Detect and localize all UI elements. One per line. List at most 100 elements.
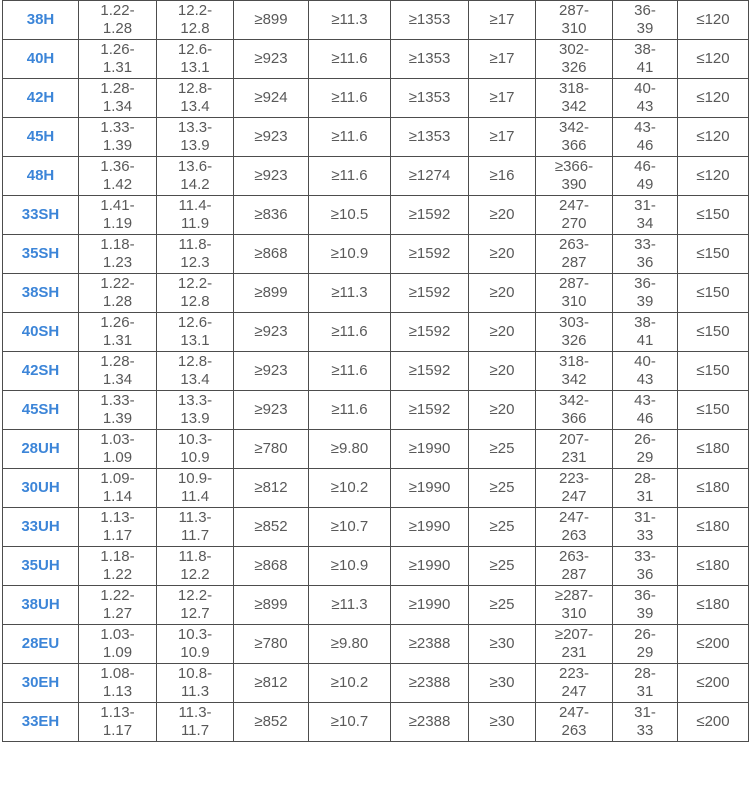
value-cell: ≤120 <box>677 39 749 79</box>
value-cell: ≥20 <box>468 351 536 391</box>
value-cell: ≤120 <box>677 156 749 196</box>
value-cell: ≤150 <box>677 273 749 313</box>
value-cell: 1.26- 1.31 <box>78 312 157 352</box>
grade-link[interactable]: 42H <box>2 78 79 118</box>
value-cell: ≥1990 <box>390 468 469 508</box>
value-cell: ≥11.6 <box>308 312 391 352</box>
value-cell: ≥923 <box>233 117 309 157</box>
value-cell: 10.9- 11.4 <box>156 468 234 508</box>
grade-link[interactable]: 28EU <box>2 624 79 664</box>
magnet-grades-table-body: 38H 1.22- 1.28 12.2- 12.8 ≥899 ≥11.3 ≥1353 ≥17… <box>2 0 749 742</box>
value-cell: 287- 310 <box>535 273 613 313</box>
value-cell: 46- 49 <box>612 156 678 196</box>
value-cell: ≥20 <box>468 195 536 235</box>
value-cell: ≥1990 <box>390 429 469 469</box>
grade-link[interactable]: 45SH <box>2 390 79 430</box>
table-row: 33EH 1.13- 1.17 11.3- 11.7 ≥852 ≥10.7 ≥2388 ≥3… <box>2 702 749 742</box>
value-cell: 13.3- 13.9 <box>156 390 234 430</box>
value-cell: 12.8- 13.4 <box>156 351 234 391</box>
value-cell: ≥923 <box>233 312 309 352</box>
value-cell: 28- 31 <box>612 663 678 703</box>
table-row: 42H 1.28- 1.34 12.8- 13.4 ≥924 ≥11.6 ≥1353 ≥17… <box>2 78 749 118</box>
value-cell: 247- 270 <box>535 195 613 235</box>
table-row: 45H 1.33- 1.39 13.3- 13.9 ≥923 ≥11.6 ≥1353 ≥17… <box>2 117 749 157</box>
value-cell: 342- 366 <box>535 117 613 157</box>
grade-link[interactable]: 35SH <box>2 234 79 274</box>
value-cell: ≥11.6 <box>308 390 391 430</box>
value-cell: 207- 231 <box>535 429 613 469</box>
value-cell: 263- 287 <box>535 546 613 586</box>
grade-link[interactable]: 40H <box>2 39 79 79</box>
grade-link[interactable]: 45H <box>2 117 79 157</box>
value-cell: ≥923 <box>233 390 309 430</box>
value-cell: ≥2388 <box>390 663 469 703</box>
value-cell: ≥812 <box>233 468 309 508</box>
value-cell: 1.41- 1.19 <box>78 195 157 235</box>
value-cell: ≥868 <box>233 234 309 274</box>
value-cell: ≥1990 <box>390 585 469 625</box>
value-cell: 1.28- 1.34 <box>78 351 157 391</box>
value-cell: ≥1274 <box>390 156 469 196</box>
value-cell: ≥11.3 <box>308 585 391 625</box>
value-cell: ≥812 <box>233 663 309 703</box>
value-cell: ≥780 <box>233 429 309 469</box>
grade-link[interactable]: 38H <box>2 0 79 40</box>
value-cell: ≥1592 <box>390 390 469 430</box>
value-cell: ≥17 <box>468 39 536 79</box>
value-cell: 26- 29 <box>612 429 678 469</box>
value-cell: ≥11.3 <box>308 273 391 313</box>
grade-link[interactable]: 35UH <box>2 546 79 586</box>
grade-link[interactable]: 48H <box>2 156 79 196</box>
value-cell: ≥923 <box>233 351 309 391</box>
table-row: 28UH 1.03- 1.09 10.3- 10.9 ≥780 ≥9.80 ≥1990 ≥2… <box>2 429 749 469</box>
value-cell: 1.18- 1.23 <box>78 234 157 274</box>
table-row: 30EH 1.08- 1.13 10.8- 11.3 ≥812 ≥10.2 ≥2388 ≥3… <box>2 663 749 703</box>
value-cell: 40- 43 <box>612 78 678 118</box>
value-cell: ≥366- 390 <box>535 156 613 196</box>
value-cell: 247- 263 <box>535 702 613 742</box>
value-cell: ≥1353 <box>390 0 469 40</box>
table-row: 35UH 1.18- 1.22 11.8- 12.2 ≥868 ≥10.9 ≥1990 ≥2… <box>2 546 749 586</box>
value-cell: 1.36- 1.42 <box>78 156 157 196</box>
value-cell: ≤120 <box>677 0 749 40</box>
value-cell: ≥924 <box>233 78 309 118</box>
grade-link[interactable]: 38UH <box>2 585 79 625</box>
value-cell: 303- 326 <box>535 312 613 352</box>
table-row: 48H 1.36- 1.42 13.6- 14.2 ≥923 ≥11.6 ≥1274 ≥16… <box>2 156 749 196</box>
value-cell: 38- 41 <box>612 312 678 352</box>
value-cell: ≥9.80 <box>308 624 391 664</box>
grade-link[interactable]: 33EH <box>2 702 79 742</box>
value-cell: ≥899 <box>233 585 309 625</box>
value-cell: 1.28- 1.34 <box>78 78 157 118</box>
value-cell: 1.03- 1.09 <box>78 624 157 664</box>
value-cell: 1.03- 1.09 <box>78 429 157 469</box>
grade-link[interactable]: 28UH <box>2 429 79 469</box>
value-cell: 1.22- 1.28 <box>78 273 157 313</box>
value-cell: ≥25 <box>468 429 536 469</box>
value-cell: ≥899 <box>233 0 309 40</box>
value-cell: 1.22- 1.28 <box>78 0 157 40</box>
value-cell: 1.09- 1.14 <box>78 468 157 508</box>
value-cell: ≥17 <box>468 117 536 157</box>
value-cell: ≥207- 231 <box>535 624 613 664</box>
value-cell: 13.6- 14.2 <box>156 156 234 196</box>
value-cell: 43- 46 <box>612 117 678 157</box>
table-row: 30UH 1.09- 1.14 10.9- 11.4 ≥812 ≥10.2 ≥1990 ≥2… <box>2 468 749 508</box>
value-cell: 287- 310 <box>535 0 613 40</box>
grade-link[interactable]: 40SH <box>2 312 79 352</box>
value-cell: ≥10.9 <box>308 234 391 274</box>
value-cell: ≤180 <box>677 585 749 625</box>
grade-link[interactable]: 33UH <box>2 507 79 547</box>
table-row: 35SH 1.18- 1.23 11.8- 12.3 ≥868 ≥10.9 ≥1592 ≥2… <box>2 234 749 274</box>
value-cell: ≥1592 <box>390 273 469 313</box>
value-cell: ≥25 <box>468 507 536 547</box>
grade-link[interactable]: 30UH <box>2 468 79 508</box>
grade-link[interactable]: 38SH <box>2 273 79 313</box>
grade-link[interactable]: 42SH <box>2 351 79 391</box>
value-cell: ≥2388 <box>390 624 469 664</box>
value-cell: ≤150 <box>677 312 749 352</box>
grade-link[interactable]: 33SH <box>2 195 79 235</box>
value-cell: 12.6- 13.1 <box>156 39 234 79</box>
grade-link[interactable]: 30EH <box>2 663 79 703</box>
